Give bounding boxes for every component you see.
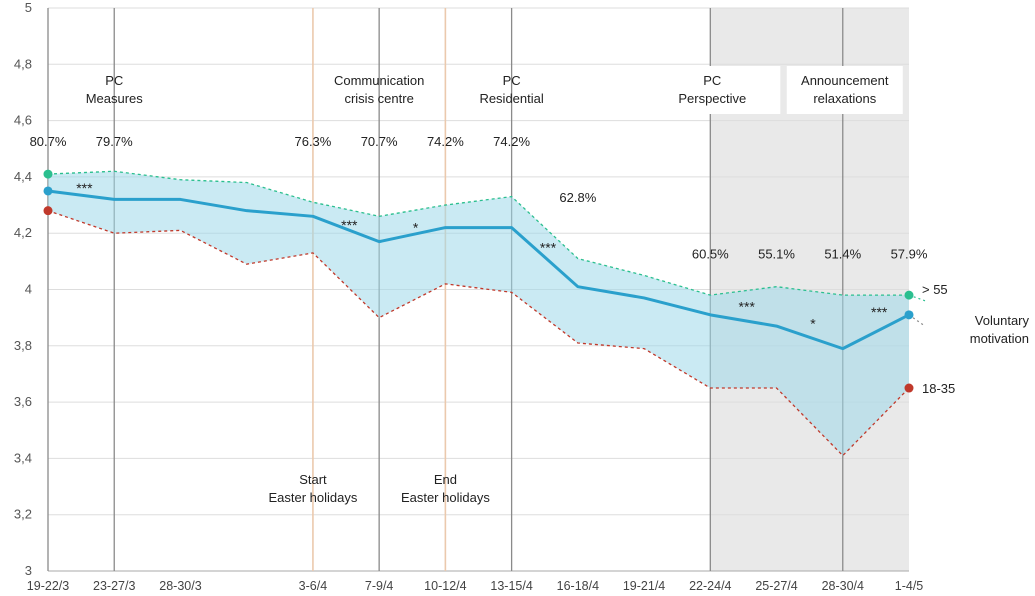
event-label: Announcement xyxy=(801,73,889,88)
y-tick-label: 3,2 xyxy=(14,507,32,522)
series-line-mean xyxy=(47,189,910,351)
event-label: Perspective xyxy=(678,91,746,106)
series-label-lower: 18-35 xyxy=(922,381,955,396)
event-labels-layer: PC Measures Communication crisis centre PC Re… xyxy=(86,66,903,505)
gridlines-layer xyxy=(48,7,909,572)
event-label: crisis centre xyxy=(344,91,413,106)
percent-label: 55.1% xyxy=(758,247,795,262)
percent-labels-layer: 80.7% 79.7% 76.3% 70.7% 74.2% 74.2% 62.8% 60.5%… xyxy=(30,134,928,262)
y-tick-label: 3 xyxy=(25,563,32,578)
band-layer xyxy=(48,171,909,456)
y-tick-label: 4 xyxy=(25,282,32,297)
series-point-upper xyxy=(43,169,53,179)
percent-label: 70.7% xyxy=(361,134,398,149)
y-axis-ticks: 3 3,2 3,4 3,6 3,8 4 4,2 4,4 4,6 4,8 5 xyxy=(14,0,32,578)
significance-marker: *** xyxy=(341,217,358,233)
event-label: PC xyxy=(105,73,123,88)
event-label: Communication xyxy=(334,73,424,88)
percent-label: 74.2% xyxy=(427,134,464,149)
percent-label: 62.8% xyxy=(559,190,596,205)
series-label-mean: motivation xyxy=(970,331,1029,346)
x-tick-label: 28-30/3 xyxy=(159,579,201,593)
series-point-lower xyxy=(43,206,53,216)
y-tick-label: 5 xyxy=(25,0,32,15)
x-tick-label: 22-24/4 xyxy=(689,579,731,593)
event-label: Easter holidays xyxy=(268,490,357,505)
significance-marker: *** xyxy=(871,304,888,320)
significance-marker: * xyxy=(413,220,419,236)
x-tick-label: 25-27/4 xyxy=(755,579,797,593)
significance-marker: *** xyxy=(739,298,756,314)
series-layer xyxy=(43,169,926,457)
series-point-mean xyxy=(43,186,53,196)
x-tick-label: 16-18/4 xyxy=(557,579,599,593)
x-tick-label: 28-30/4 xyxy=(822,579,864,593)
significance-marker: * xyxy=(810,315,816,331)
event-label: Easter holidays xyxy=(401,490,490,505)
y-tick-label: 4,8 xyxy=(14,56,32,71)
significance-marker: *** xyxy=(540,239,557,255)
event-label: Residential xyxy=(479,91,543,106)
y-tick-label: 4,4 xyxy=(14,169,32,184)
event-label: End xyxy=(434,472,457,487)
percent-label: 57.9% xyxy=(891,247,928,262)
series-label-mean: Voluntary xyxy=(975,313,1030,328)
y-tick-label: 3,4 xyxy=(14,450,32,465)
x-tick-label: 13-15/4 xyxy=(490,579,532,593)
y-tick-label: 4,6 xyxy=(14,113,32,128)
series-point-mean xyxy=(904,310,914,320)
percent-label: 74.2% xyxy=(493,134,530,149)
series-tail-mean xyxy=(908,314,926,327)
significance-layer: ****** *********** xyxy=(76,180,888,331)
series-end-labels: > 55 Voluntary motivation 18-35 xyxy=(922,282,1029,396)
event-label: Start xyxy=(299,472,327,487)
percent-label: 51.4% xyxy=(824,247,861,262)
series-point-upper xyxy=(904,290,914,300)
series-line-lower xyxy=(47,210,910,457)
percent-label: 76.3% xyxy=(294,134,331,149)
event-label: PC xyxy=(503,73,521,88)
y-tick-label: 3,8 xyxy=(14,338,32,353)
x-axis-ticks: 19-22/3 23-27/3 28-30/3 3-6/4 7-9/4 10-12/4 13… xyxy=(27,579,923,593)
y-tick-label: 4,2 xyxy=(14,225,32,240)
percent-label: 60.5% xyxy=(692,247,729,262)
percent-label: 79.7% xyxy=(96,134,133,149)
series-line-upper xyxy=(47,170,909,296)
confidence-band xyxy=(48,171,909,456)
event-label: Measures xyxy=(86,91,144,106)
x-tick-label: 3-6/4 xyxy=(299,579,328,593)
event-label-box xyxy=(786,66,903,114)
significance-marker: *** xyxy=(76,180,93,196)
percent-label: 80.7% xyxy=(30,134,67,149)
event-label: relaxations xyxy=(813,91,876,106)
x-tick-label: 10-12/4 xyxy=(424,579,466,593)
x-tick-label: 19-22/3 xyxy=(27,579,69,593)
event-label-box xyxy=(644,66,781,114)
x-tick-label: 1-4/5 xyxy=(895,579,924,593)
event-label: PC xyxy=(703,73,721,88)
series-point-lower xyxy=(904,383,914,393)
x-tick-label: 7-9/4 xyxy=(365,579,394,593)
x-tick-label: 19-21/4 xyxy=(623,579,665,593)
y-tick-label: 3,6 xyxy=(14,394,32,409)
x-tick-label: 23-27/3 xyxy=(93,579,135,593)
series-label-upper: > 55 xyxy=(922,282,948,297)
